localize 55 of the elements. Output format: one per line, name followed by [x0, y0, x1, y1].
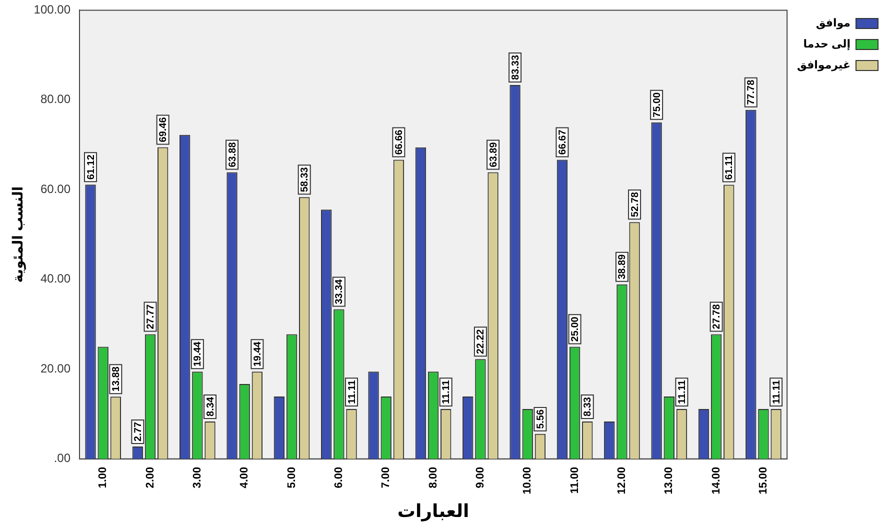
data-label: 5.56: [535, 409, 546, 429]
x-axis-title: العبارات: [397, 501, 470, 522]
data-label: 77.78: [746, 79, 758, 105]
x-tick-label: 11.00: [568, 466, 581, 494]
data-label: 63.88: [227, 142, 238, 168]
data-label: 8.33: [582, 396, 594, 416]
data-label: 11.11: [441, 380, 452, 404]
data-label: 83.33: [510, 54, 522, 80]
y-tick-label: .00: [54, 451, 71, 466]
data-label: 69.46: [158, 116, 170, 142]
data-label: 11.11: [676, 380, 688, 404]
data-label: 22.22: [476, 328, 487, 354]
data-label: 11.11: [771, 380, 782, 404]
data-label: 63.89: [488, 142, 500, 168]
y-tick-label: 80.00: [40, 92, 71, 106]
data-label: 8.34: [205, 396, 216, 416]
x-tick-label: 4.00: [238, 466, 251, 488]
x-tick-label: 2.00: [144, 466, 156, 488]
data-label: 13.88: [110, 366, 122, 392]
data-label: 19.44: [252, 341, 264, 367]
data-label: 11.11: [346, 380, 358, 404]
legend-label: موافق: [816, 18, 850, 30]
data-label: 27.78: [712, 304, 723, 330]
x-tick-label: 6.00: [332, 466, 345, 488]
y-axis-title: النسب المئوية: [9, 186, 26, 283]
legend-label: غيرموافق: [797, 60, 850, 72]
data-label: 61.11: [724, 154, 736, 180]
data-label: 33.34: [334, 278, 346, 304]
x-tick-label: 9.00: [474, 466, 486, 488]
y-tick-label: 100.00: [34, 2, 71, 17]
x-tick-label: 8.00: [427, 466, 440, 488]
data-label: 58.33: [300, 166, 311, 192]
y-tick-label: 20.00: [40, 361, 71, 376]
x-tick-label: 12.00: [616, 466, 628, 494]
x-tick-label: 10.00: [522, 466, 534, 494]
data-label: 2.77: [132, 422, 144, 442]
data-label: 75.00: [652, 92, 663, 118]
data-label: 66.67: [557, 129, 568, 155]
data-label: 52.78: [630, 192, 641, 218]
x-tick-label: 13.00: [663, 466, 676, 494]
x-tick-label: 3.00: [191, 466, 204, 488]
data-label: 38.89: [617, 254, 628, 280]
data-label: 66.66: [394, 129, 405, 155]
x-tick-label: 1.00: [97, 466, 110, 488]
data-label: 61.12: [86, 154, 97, 180]
data-label: 19.44: [192, 341, 204, 367]
x-tick-label: 14.00: [710, 466, 722, 494]
legend-label: إلى حدما: [803, 38, 850, 51]
y-tick-label: 40.00: [40, 272, 71, 286]
y-tick-label: 60.00: [40, 182, 71, 196]
x-tick-label: 5.00: [286, 466, 298, 488]
x-tick-label: 7.00: [380, 466, 392, 488]
data-label: 25.00: [570, 316, 582, 342]
data-label: 27.77: [146, 304, 157, 330]
x-tick-label: 15.00: [758, 466, 770, 494]
